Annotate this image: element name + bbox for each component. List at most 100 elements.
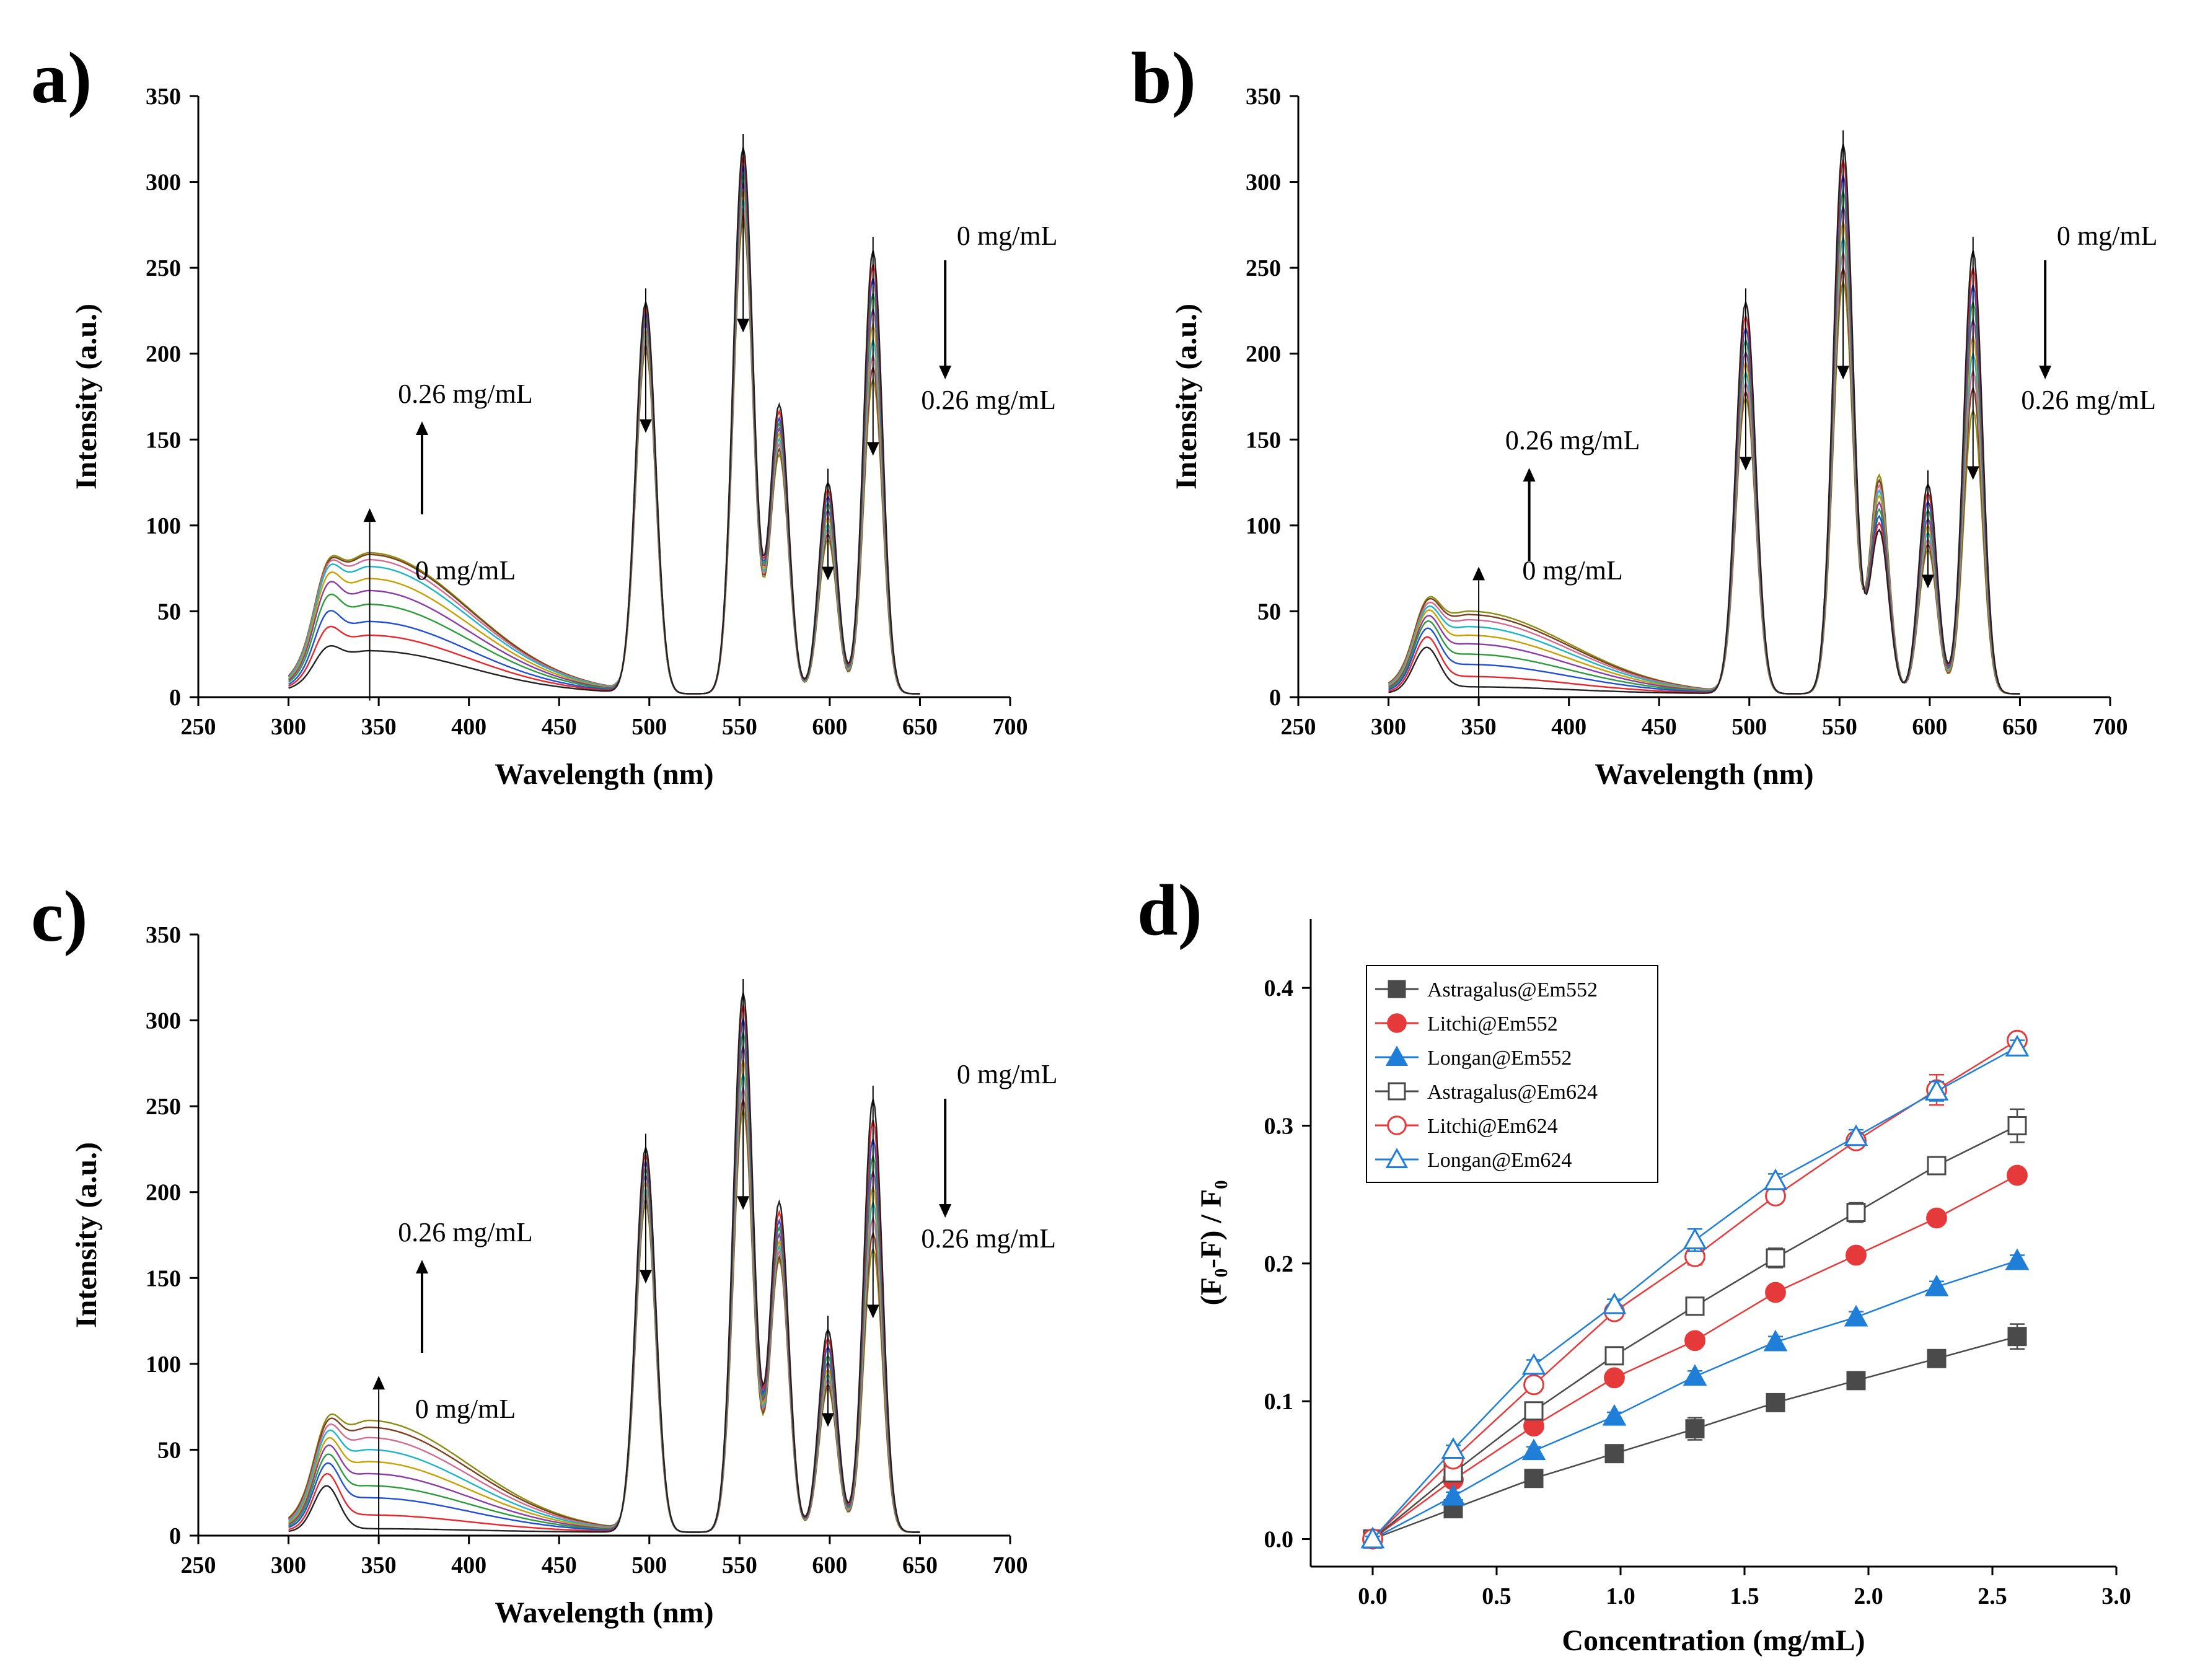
spectrum-series-line — [1388, 265, 2020, 695]
x-tick-label: 450 — [542, 714, 577, 740]
y-tick-label: 200 — [146, 341, 181, 367]
spectrum-series-line — [288, 992, 920, 1533]
annotation-top-right: 0 mg/mL — [2057, 221, 2158, 251]
legend-label: Astragalus@Em624 — [1427, 1081, 1598, 1104]
data-point — [2005, 1248, 2030, 1270]
x-tick-label: 350 — [1461, 714, 1497, 740]
y-tick-label: 50 — [157, 599, 181, 625]
y-tick-label: 300 — [146, 170, 181, 196]
concentration-arrowhead-uv — [415, 1260, 428, 1273]
spectrum-series-line — [288, 1073, 920, 1533]
y-axis-title: Intensity (a.u.) — [1170, 304, 1203, 490]
uv-trend-arrowhead — [1472, 566, 1485, 581]
x-tick-label: 250 — [181, 1552, 216, 1578]
x-axis-title: Wavelength (nm) — [1595, 758, 1813, 791]
data-point — [1521, 1353, 1546, 1375]
x-tick-label: 0.0 — [1358, 1583, 1388, 1609]
spectrum-series-line — [288, 156, 920, 695]
spectrum-chart-a: a) 0 50 100 150 200 250 300 350 250 300 350 400 450 50… — [31, 37, 1057, 791]
y-tick-label: 150 — [1246, 427, 1281, 453]
panel-a: a) 0 50 100 150 200 250 300 350 250 300 350 400 450 50… — [0, 0, 1100, 838]
data-point — [1388, 1082, 1406, 1101]
data-point — [1844, 1304, 1868, 1327]
data-point — [1360, 1526, 1385, 1549]
spectrum-series-line — [288, 173, 920, 695]
legend-box — [1366, 965, 1658, 1183]
data-point — [1683, 1228, 1707, 1249]
x-axis-title: Concentration (mg/mL) — [1562, 1624, 1865, 1657]
spectrum-series-line — [288, 164, 920, 695]
x-tick-label: 550 — [1822, 714, 1857, 740]
y-axis-title: Intensity (a.u.) — [70, 1142, 103, 1328]
y-tick-label: 300 — [146, 1008, 181, 1034]
x-tick-label: 450 — [1642, 714, 1677, 740]
spectrum-series-line — [288, 198, 920, 695]
annotation-top-right: 0 mg/mL — [957, 1059, 1058, 1089]
data-point — [1924, 1079, 1949, 1101]
x-tick-label: 400 — [451, 1552, 486, 1578]
y-tick-label: 250 — [146, 255, 181, 281]
data-point — [1924, 1274, 1949, 1296]
data-point — [1604, 1367, 1625, 1389]
x-tick-label: 500 — [631, 1552, 667, 1578]
data-point — [2007, 1116, 2027, 1136]
x-tick-label: 250 — [1281, 714, 1316, 740]
annotation-uv-top: 0.26 mg/mL — [398, 1217, 533, 1247]
data-point — [1685, 1419, 1705, 1439]
peak-trend-arrowhead — [639, 1270, 652, 1284]
peak-trend-arrowhead — [1837, 366, 1850, 380]
data-point — [1385, 1045, 1409, 1066]
data-point — [1763, 1329, 1788, 1352]
x-tick-label: 600 — [812, 1552, 847, 1578]
y-tick-label: 350 — [1246, 84, 1281, 110]
spectrum-series-line — [288, 207, 920, 695]
legend-label: Litchi@Em552 — [1427, 1013, 1558, 1036]
data-point — [1441, 1437, 1466, 1459]
data-point — [1927, 1156, 1947, 1176]
y-tick-label: 0.0 — [1264, 1527, 1294, 1553]
spectrum-series-line — [288, 1005, 920, 1533]
data-point — [1602, 1404, 1627, 1426]
x-axis-title: Wavelength (nm) — [495, 1596, 713, 1629]
spectrum-series-line — [1388, 144, 2020, 695]
panel-letter: a) — [31, 37, 92, 118]
spectrum-series-line — [288, 1045, 920, 1533]
spectrum-series-line — [288, 1018, 920, 1533]
annotation-bottom-right: 0.26 mg/mL — [2021, 385, 2156, 415]
y-tick-label: 100 — [146, 513, 181, 539]
x-tick-label: 550 — [722, 714, 757, 740]
x-tick-label: 0.5 — [1482, 1583, 1511, 1609]
x-tick-label: 700 — [993, 1552, 1028, 1578]
y-tick-label: 350 — [146, 922, 181, 948]
data-point — [1763, 1168, 1788, 1190]
x-axis-title: Wavelength (nm) — [495, 758, 713, 791]
spectrum-series-line — [288, 1032, 920, 1533]
x-tick-label: 650 — [2002, 714, 2038, 740]
data-point — [1683, 1364, 1707, 1386]
y-tick-label: 50 — [157, 1437, 181, 1463]
data-point — [2007, 1327, 2027, 1347]
panel-letter: d) — [1137, 869, 1202, 951]
data-point — [1524, 1469, 1544, 1489]
x-tick-label: 600 — [812, 714, 847, 740]
annotation-uv-bottom: 0 mg/mL — [415, 555, 516, 586]
panel-c: c) 0 50 100 150 200 250 300 350 250 300 350 400 450 50… — [0, 838, 1100, 1677]
data-point — [2005, 1034, 2030, 1057]
data-point — [1766, 1392, 1785, 1412]
concentration-arrowhead-uv — [415, 421, 428, 435]
x-tick-label: 2.5 — [1978, 1583, 2007, 1609]
y-tick-label: 0.4 — [1264, 975, 1294, 1001]
y-tick-label: 300 — [1246, 170, 1281, 196]
annotation-bottom-right: 0.26 mg/mL — [921, 385, 1056, 415]
x-tick-label: 550 — [722, 1552, 757, 1578]
legend-label: Astragalus@Em552 — [1427, 979, 1598, 1001]
x-tick-label: 300 — [271, 1552, 306, 1578]
spectrum-series-line — [288, 1096, 920, 1533]
y-tick-label: 50 — [1257, 599, 1281, 625]
data-point — [1926, 1207, 1947, 1229]
annotation-bottom-right: 0.26 mg/mL — [921, 1223, 1056, 1254]
annotation-uv-bottom: 0 mg/mL — [415, 1394, 516, 1424]
data-point — [1388, 980, 1406, 998]
spectrum-series-line — [288, 1059, 920, 1533]
concentration-arrowhead-right — [939, 1204, 952, 1218]
